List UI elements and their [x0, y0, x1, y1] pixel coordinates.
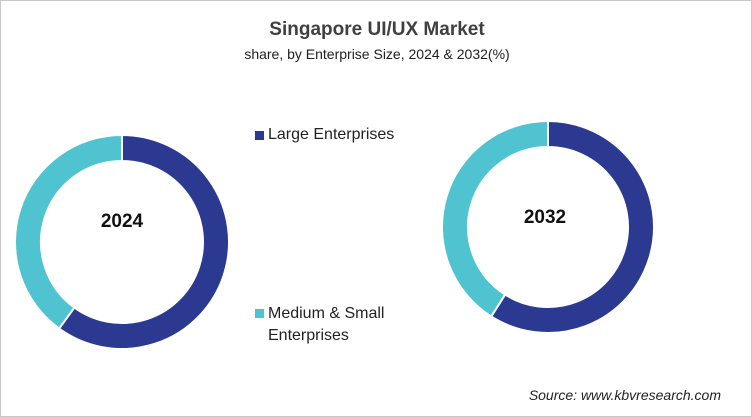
- chart-title: Singapore UI/UX Market: [269, 19, 485, 40]
- source-note: Source: www.kbvresearch.com: [528, 387, 721, 403]
- center-label-2024: 2024: [101, 211, 144, 232]
- chart-subtitle: share, by Enterprise Size, 2024 & 2032(%…: [244, 46, 510, 62]
- legend-item-large: Large Enterprises: [268, 126, 395, 143]
- donut-2032: [441, 119, 655, 334]
- legend-item-medium-small: Medium & Small Enterprises: [268, 303, 384, 347]
- donut-2024: [14, 133, 230, 350]
- donut-slice-2032-large: [489, 119, 655, 334]
- donut-slice-2024-large: [57, 133, 230, 350]
- center-label-2032: 2032: [524, 207, 566, 228]
- legend-swatch-medium-small: [255, 309, 264, 318]
- legend-label-line2: Enterprises: [268, 327, 349, 344]
- legend-swatch-large: [255, 131, 264, 140]
- donut-slice-2024-medium-small: [14, 133, 123, 330]
- legend-label-line1: Medium & Small: [268, 305, 385, 322]
- donut-slice-2032-medium-small: [441, 119, 549, 318]
